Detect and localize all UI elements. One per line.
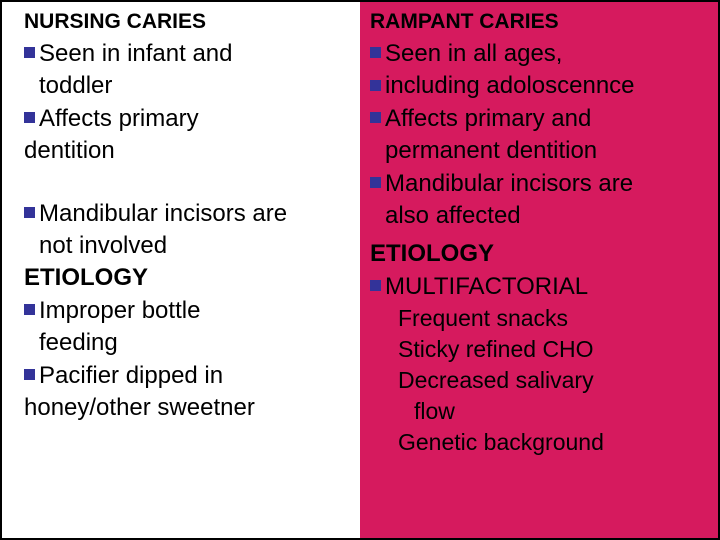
left-item-1-cont: toddler [24, 70, 350, 102]
left-item-1: Seen in infant and [24, 38, 350, 70]
square-bullet-icon [24, 369, 35, 380]
left-etiology-heading: ETIOLOGY [24, 262, 350, 294]
right-sub-1: Frequent snacks [370, 303, 708, 334]
square-bullet-icon [370, 47, 381, 58]
right-sub-4: Genetic background [370, 427, 708, 458]
text: Seen in infant and [39, 40, 233, 67]
text: Seen in all ages, [385, 40, 562, 67]
left-column: NURSING CARIES Seen in infant and toddle… [2, 2, 360, 538]
square-bullet-icon [370, 280, 381, 291]
left-item-2-cont: dentition [24, 135, 350, 167]
text: Affects primary and [385, 105, 591, 132]
right-item-4: Mandibular incisors are [370, 168, 708, 200]
right-item-3-cont: permanent dentition [370, 135, 708, 167]
text: including adoloscennce [385, 72, 635, 99]
square-bullet-icon [24, 112, 35, 123]
square-bullet-icon [370, 112, 381, 123]
right-sub-2: Sticky refined CHO [370, 334, 708, 365]
left-item-5-cont: honey/other sweetner [24, 392, 350, 424]
text: Pacifier dipped in [39, 362, 223, 389]
right-item-3: Affects primary and [370, 103, 708, 135]
left-item-4: Improper bottle [24, 295, 350, 327]
right-item-5: MULTIFACTORIAL [370, 271, 708, 303]
square-bullet-icon [370, 80, 381, 91]
right-title: RAMPANT CARIES [370, 10, 708, 34]
left-item-3: Mandibular incisors are [24, 198, 350, 230]
text: MULTIFACTORIAL [385, 273, 588, 300]
spacer [24, 168, 350, 198]
right-etiology-heading: ETIOLOGY [370, 238, 708, 270]
right-item-1: Seen in all ages, [370, 38, 708, 70]
right-column: RAMPANT CARIES Seen in all ages, includi… [360, 2, 718, 538]
left-item-2: Affects primary [24, 103, 350, 135]
square-bullet-icon [24, 207, 35, 218]
left-item-5: Pacifier dipped in [24, 360, 350, 392]
text: Affects primary [39, 105, 199, 132]
square-bullet-icon [24, 47, 35, 58]
left-item-4-cont: feeding [24, 327, 350, 359]
square-bullet-icon [24, 304, 35, 315]
left-item-3-cont: not involved [24, 230, 350, 262]
text: Mandibular incisors are [385, 170, 633, 197]
slide: NURSING CARIES Seen in infant and toddle… [0, 0, 720, 540]
text: Improper bottle [39, 297, 200, 324]
right-sub-3: Decreased salivary [370, 365, 708, 396]
left-title: NURSING CARIES [24, 10, 350, 34]
right-item-2: including adoloscennce [370, 70, 708, 102]
text: Mandibular incisors are [39, 200, 287, 227]
square-bullet-icon [370, 177, 381, 188]
right-item-4-cont: also affected [370, 200, 708, 232]
right-sub-3-cont: flow [370, 396, 708, 427]
